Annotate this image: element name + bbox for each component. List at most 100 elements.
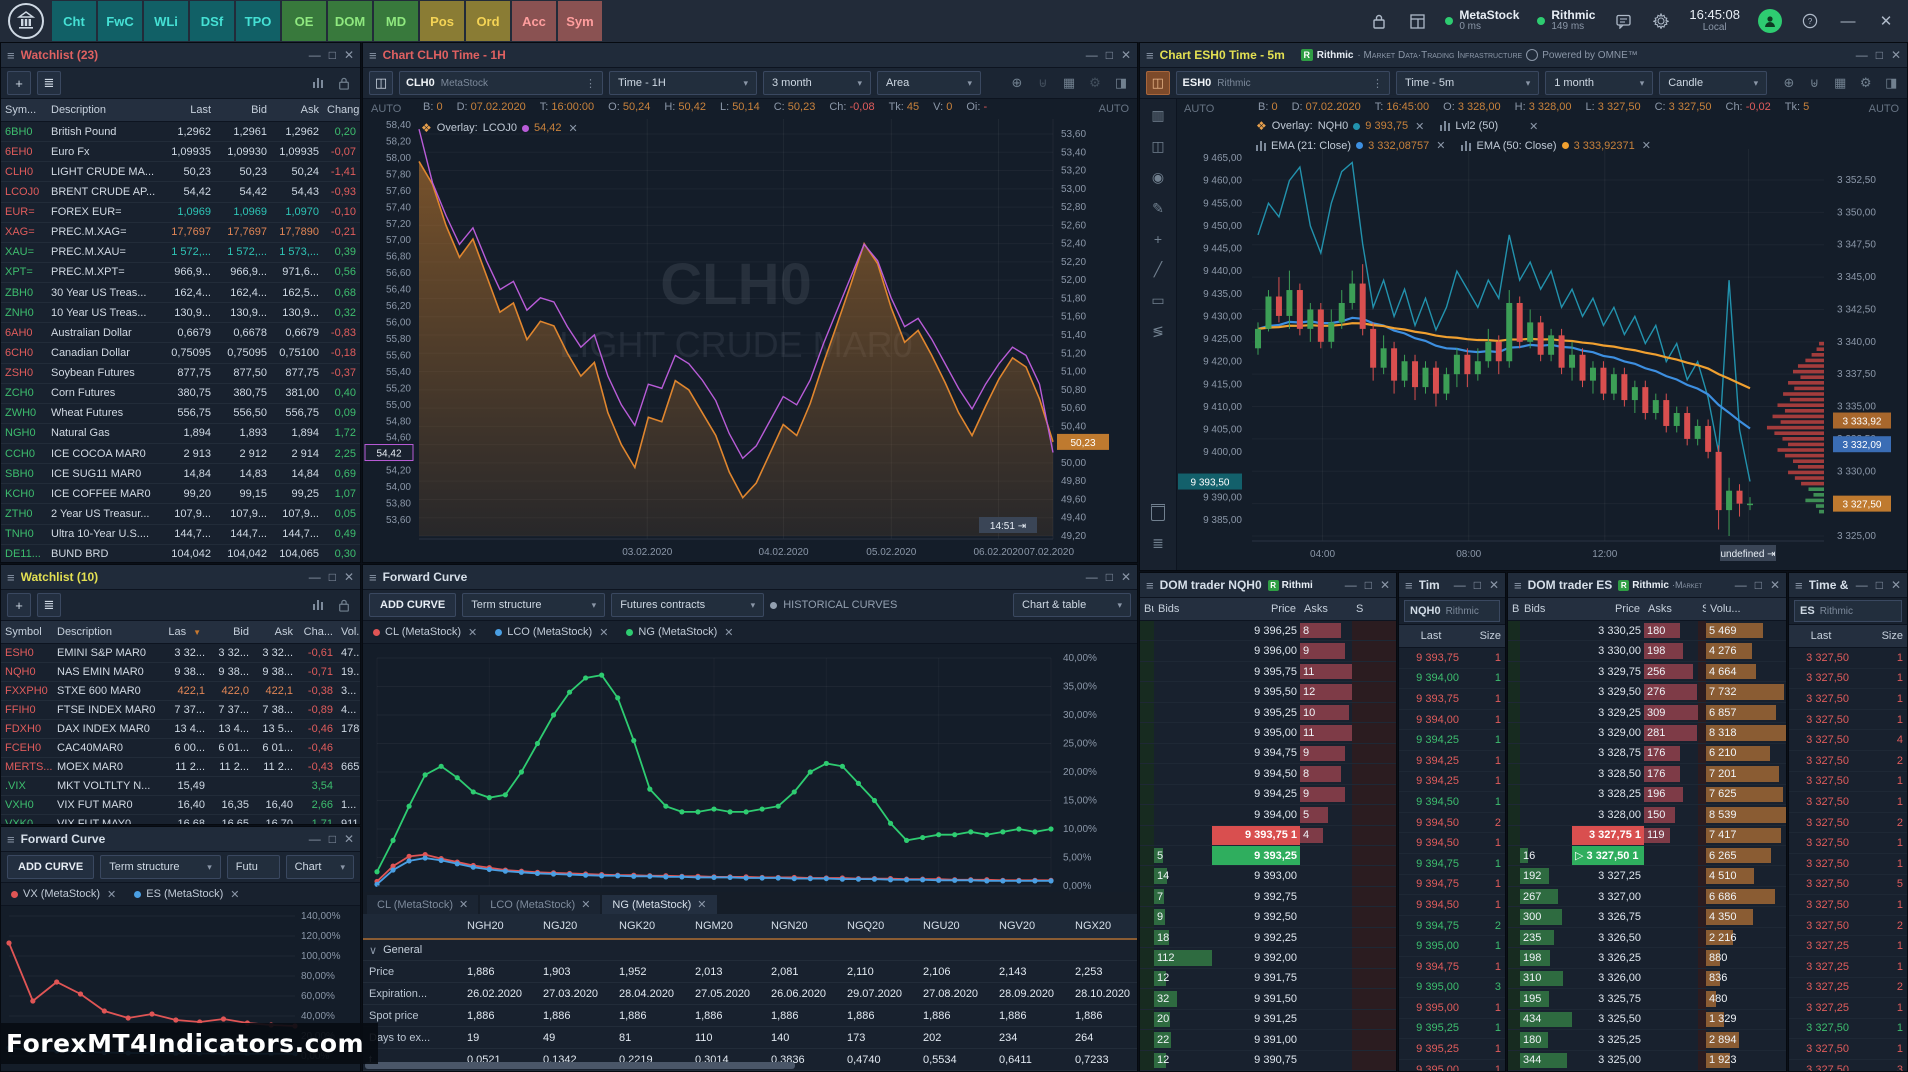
ask-cell[interactable]: 281 [1644, 723, 1698, 742]
ask-cell[interactable] [1644, 1030, 1698, 1049]
sell-cell[interactable] [1352, 866, 1396, 886]
dom-row[interactable]: 14 9 393,00 [1140, 866, 1396, 887]
close-button[interactable]: ✕ [1890, 48, 1901, 62]
table-row[interactable]: .VIX MKT VOLTLTY N... 15,49 3,54 [1, 777, 360, 796]
col-B[interactable]: B [1512, 603, 1520, 615]
help-icon[interactable]: ? [1800, 11, 1820, 31]
dom-row[interactable]: 180 3 325,25 2 894 [1508, 1030, 1786, 1051]
contract-column[interactable]: NGJ20 [543, 920, 578, 932]
buy-cell[interactable] [1508, 927, 1520, 948]
remove-overlay-icon[interactable]: ✕ [568, 122, 578, 135]
remove-series-icon[interactable]: ✕ [230, 888, 240, 901]
table-row[interactable]: DE11... BUND BRD 104,042 104,042 104,065 0,30 [1, 545, 360, 562]
tas-row[interactable]: 9 395,25 1 [1399, 1039, 1505, 1060]
trendline-icon[interactable]: ╱ [1153, 261, 1163, 277]
ask-cell[interactable] [1644, 866, 1698, 885]
legend-item[interactable]: CL (MetaStock) ✕ [373, 626, 477, 639]
tas-row[interactable]: 9 395,00 1 [1399, 936, 1505, 957]
close-button[interactable]: ✕ [1120, 48, 1131, 62]
table-row[interactable]: ZTH0 2 Year US Treasur... 107,9... 107,9...… [1, 504, 360, 525]
price-cell[interactable]: 3 329,00 [1598, 726, 1641, 739]
ask-cell[interactable]: 5 [1300, 805, 1352, 824]
price-cell[interactable]: 3 328,00 [1598, 808, 1641, 821]
ask-cell[interactable]: 8 [1300, 621, 1352, 640]
bid-cell[interactable]: 267 [1520, 887, 1572, 906]
fibonacci-icon[interactable]: ≶ [1152, 323, 1164, 339]
buy-cell[interactable] [1140, 702, 1154, 723]
buy-cell[interactable] [1140, 968, 1154, 989]
remove-series-icon[interactable]: ✕ [724, 626, 734, 639]
dom-row[interactable]: 300 3 326,75 4 350 [1508, 907, 1786, 928]
nav-fwc[interactable]: FwC [98, 1, 142, 41]
minimize-button[interactable]: — [308, 832, 321, 846]
view-select[interactable]: Chart ▾ [285, 855, 354, 879]
col-Ask[interactable]: Ask [300, 104, 319, 116]
ask-cell[interactable]: 309 [1644, 703, 1698, 722]
sell-cell[interactable] [1352, 764, 1396, 784]
dom-row[interactable]: 3 328,25 196 7 625 [1508, 784, 1786, 806]
bid-cell[interactable]: 195 [1520, 989, 1572, 1008]
dom-row[interactable]: 235 3 326,50 2 216 [1508, 927, 1786, 949]
ask-cell[interactable]: 4 [1300, 826, 1352, 845]
dom-row[interactable]: 198 3 326,25 880 [1508, 948, 1786, 969]
symbol-menu-icon[interactable]: ⋮ [1372, 77, 1384, 90]
minimize-button[interactable]: — [308, 570, 321, 584]
ask-cell[interactable]: 150 [1644, 805, 1698, 824]
bid-cell[interactable] [1154, 641, 1212, 660]
price-cell[interactable]: 9 391,50 [1254, 992, 1297, 1005]
bid-cell[interactable] [1154, 744, 1212, 763]
panel-menu-icon[interactable]: ≡ [7, 831, 15, 847]
price-cell[interactable]: 3 329,25 [1598, 706, 1641, 719]
ask-cell[interactable] [1644, 1010, 1698, 1029]
buy-cell[interactable] [1508, 1030, 1520, 1050]
price-cell[interactable]: 9 394,00 [1254, 808, 1297, 821]
contract-column[interactable]: NGM20 [695, 920, 733, 932]
buy-cell[interactable] [1140, 1050, 1154, 1070]
price-cell[interactable]: 9 390,75 [1254, 1054, 1297, 1067]
curve-mode-select[interactable]: Term structure ▾ [462, 593, 606, 617]
buy-cell[interactable] [1140, 845, 1154, 866]
tas-row[interactable]: 3 327,50 1 [1789, 895, 1907, 916]
dom-row[interactable]: 112 9 392,00 [1140, 948, 1396, 969]
timeframe-select[interactable]: Time - 5m ▾ [1396, 71, 1540, 95]
sell-cell[interactable] [1352, 1030, 1396, 1050]
ask-cell[interactable]: 119 [1644, 826, 1698, 845]
table-row[interactable]: ESH0 EMINI S&P MAR0 3 32... 3 32... 3 32... -… [1, 644, 360, 663]
auto-scale-right[interactable]: AUTO [1868, 103, 1899, 115]
chart-settings-icon[interactable]: ⚙ [1089, 75, 1101, 90]
bid-cell[interactable] [1154, 662, 1212, 681]
sell-cell[interactable] [1352, 907, 1396, 927]
table-row[interactable]: LCOJ0 BRENT CRUDE AP... 54,42 54,42 54,43 -0,… [1, 182, 360, 203]
minimize-app-icon[interactable]: — [1840, 12, 1856, 30]
remove-series-icon[interactable]: ✕ [107, 888, 117, 901]
tas-row[interactable]: 9 393,75 1 [1399, 648, 1505, 669]
ask-cell[interactable] [1644, 907, 1698, 926]
sell-cell[interactable] [1698, 784, 1706, 805]
ask-cell[interactable] [1644, 887, 1698, 906]
bid-cell[interactable] [1520, 785, 1572, 804]
ask-cell[interactable]: 8 [1300, 764, 1352, 783]
sell-cell[interactable] [1698, 702, 1706, 723]
table-row[interactable]: VXK0 VIX FUT MAY0 16,68 16,65 16,70 1,71 911 [1, 815, 360, 824]
tas-row[interactable]: 9 395,00 3 [1399, 978, 1505, 999]
maximize-button[interactable]: □ [1875, 48, 1883, 62]
panel-menu-icon[interactable]: ≡ [369, 47, 377, 63]
remove-series-icon[interactable]: ✕ [599, 626, 609, 639]
ask-cell[interactable] [1644, 989, 1698, 1008]
buy-cell[interactable] [1508, 886, 1520, 907]
symbol-box[interactable]: ES Rithmic [1794, 600, 1902, 622]
nav-oe[interactable]: OE [282, 1, 326, 41]
bid-cell[interactable] [1154, 764, 1212, 783]
tas-row[interactable]: 3 327,50 1 [1789, 772, 1907, 793]
price-cell[interactable]: 3 326,75 [1598, 911, 1641, 924]
table-row[interactable]: MERTS... MOEX MAR0 11 2... 11 2... 11 2... -0… [1, 758, 360, 777]
ask-cell[interactable] [1300, 928, 1352, 947]
sell-cell[interactable] [1352, 621, 1396, 641]
sell-cell[interactable] [1698, 866, 1706, 886]
dom-row[interactable]: 22 9 391,00 [1140, 1030, 1396, 1051]
buy-cell[interactable] [1140, 661, 1154, 682]
table-row[interactable]: SBH0 ICE SUG11 MAR0 14,84 14,83 14,84 0,69 [1, 464, 360, 485]
bid-cell[interactable] [1154, 826, 1212, 845]
price-cell[interactable]: 3 325,50 [1598, 1013, 1641, 1026]
ask-cell[interactable]: 180 [1644, 621, 1698, 640]
